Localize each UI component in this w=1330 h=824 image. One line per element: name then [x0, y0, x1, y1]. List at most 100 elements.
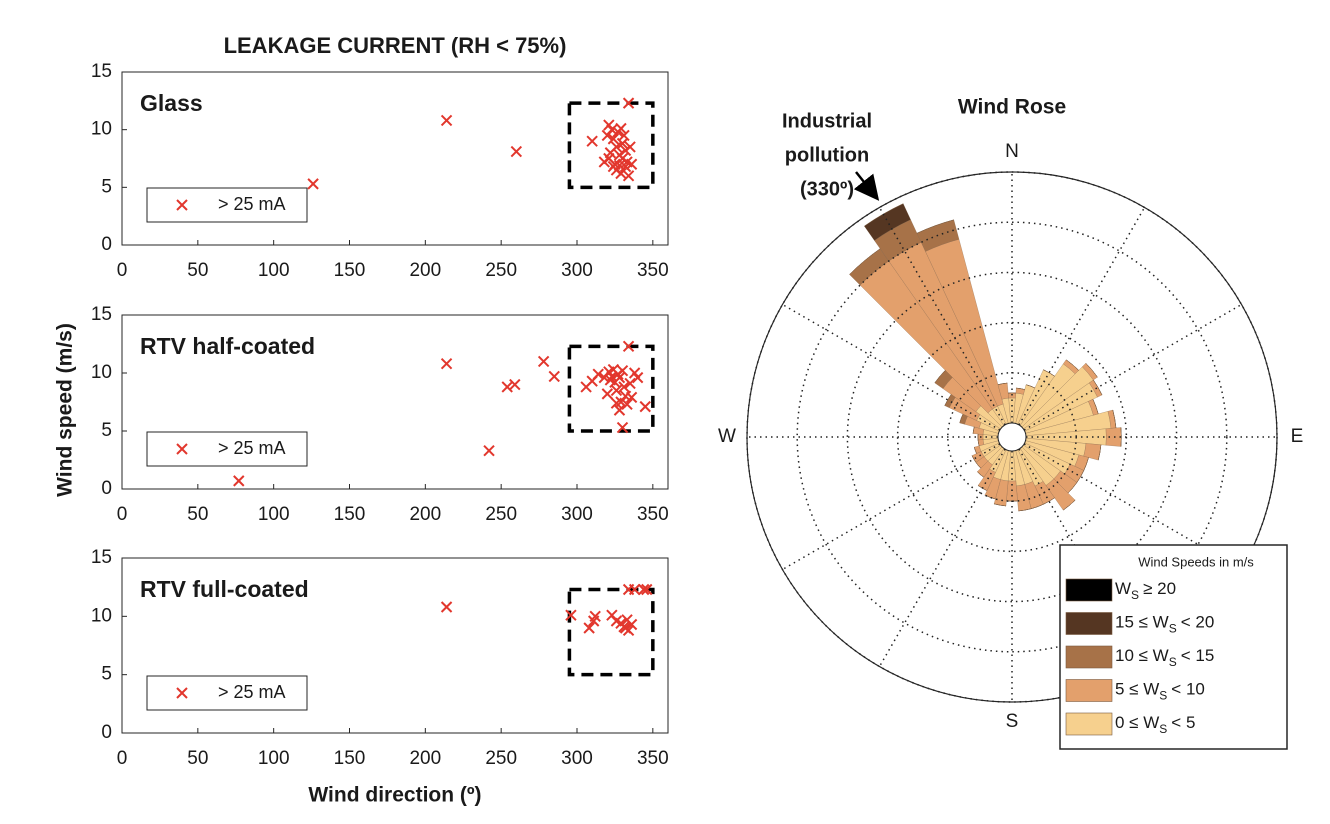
legend-label-main: W	[1115, 579, 1131, 598]
y-tick-label: 10	[91, 605, 112, 626]
legend-marker	[176, 199, 188, 211]
annotation-arrow	[853, 171, 880, 201]
x-tick-label: 50	[187, 504, 208, 525]
data-point	[607, 133, 620, 145]
annotation-text: pollution	[785, 144, 869, 166]
legend-swatch	[1065, 612, 1113, 635]
data-point	[618, 129, 630, 142]
x-tick-label: 350	[637, 748, 669, 769]
angular-grid	[878, 448, 1006, 667]
compass-label: S	[1006, 711, 1019, 732]
rose-segment	[1105, 427, 1122, 447]
legend-swatch	[1065, 712, 1113, 736]
rose-segment	[1098, 444, 1102, 461]
data-point	[610, 397, 623, 409]
rose-segment	[1067, 482, 1078, 494]
data-point	[440, 358, 453, 370]
x-tick-label: 200	[409, 748, 441, 769]
x-tick-label: 150	[334, 260, 366, 281]
legend-label: 15 ≤ WS < 20	[1115, 613, 1214, 636]
compass-label: N	[1005, 141, 1019, 162]
rose-segment	[1065, 359, 1079, 371]
data-point	[307, 178, 319, 190]
y-tick-label: 10	[91, 119, 112, 140]
radial-grid	[796, 221, 1228, 653]
data-point	[615, 122, 627, 135]
rose-segment	[864, 203, 904, 227]
x-tick-label: 250	[485, 504, 517, 525]
rose-segment	[974, 447, 977, 454]
rose-segment	[971, 455, 977, 463]
data-point	[613, 371, 626, 384]
legend-label: 5 ≤ WS < 10	[1115, 680, 1205, 703]
x-tick-label: 350	[637, 260, 669, 281]
legend-marker	[176, 443, 188, 455]
annotation-text: (330º)	[800, 178, 854, 200]
legend-label: > 25 mA	[218, 682, 286, 702]
rose-title: Wind Rose	[958, 96, 1066, 119]
y-tick-label: 15	[91, 304, 112, 325]
legend-label-end: < 10	[1171, 680, 1205, 699]
data-point	[624, 141, 636, 153]
x-tick-label: 150	[334, 748, 366, 769]
x-tick-label: 0	[117, 260, 128, 281]
x-tick-label: 300	[561, 260, 593, 281]
x-tick-label: 250	[485, 260, 517, 281]
x-axis-label: Wind direction (º)	[308, 784, 481, 807]
data-point	[621, 398, 633, 411]
y-tick-label: 0	[101, 722, 112, 743]
data-point	[625, 618, 638, 631]
legend-label-end: < 20	[1181, 613, 1215, 632]
legend-label-end: < 15	[1181, 646, 1215, 665]
rose-segment	[959, 414, 964, 424]
rose-segment	[1093, 379, 1103, 396]
y-tick-label: 5	[101, 176, 112, 197]
data-point	[622, 340, 635, 353]
angular-grid	[1018, 207, 1146, 426]
x-tick-label: 100	[258, 504, 290, 525]
rose-segment	[1112, 409, 1117, 428]
data-point	[641, 583, 653, 596]
data-point	[233, 475, 245, 487]
data-point	[610, 384, 623, 397]
compass-label: E	[1291, 426, 1304, 447]
data-point	[638, 583, 650, 596]
data-point	[537, 355, 550, 368]
data-point	[616, 421, 629, 434]
x-tick-label: 0	[117, 504, 128, 525]
legend-label: > 25 mA	[218, 194, 286, 214]
legend-title: Wind Speeds in m/s	[1138, 554, 1254, 569]
highlight-box	[567, 344, 655, 433]
data-point	[510, 145, 523, 158]
data-point	[624, 377, 636, 390]
y-axis-label: Wind speed (m/s)	[54, 323, 77, 497]
data-point	[601, 388, 614, 400]
subplot-label: RTV full-coated	[140, 576, 309, 602]
data-point	[615, 167, 627, 180]
legend-label: 0 ≤ WS < 5	[1115, 713, 1195, 736]
angular-grid	[1023, 303, 1242, 431]
x-tick-label: 300	[561, 748, 593, 769]
compass-label: W	[718, 426, 736, 447]
rose-outline	[746, 171, 1278, 703]
legend-label-subscript: S	[1169, 655, 1177, 669]
y-tick-label: 10	[91, 362, 112, 383]
figure-title: LEAKAGE CURRENT (RH < 75%)	[224, 33, 567, 58]
rose-segment	[916, 219, 954, 234]
rose-segment	[994, 503, 1006, 507]
subplot-label: Glass	[140, 90, 203, 116]
data-point	[631, 371, 644, 384]
legend-label-main: 10 ≤ W	[1115, 646, 1169, 665]
x-tick-label: 200	[409, 260, 441, 281]
angular-grid	[782, 443, 1001, 571]
y-tick-label: 15	[91, 547, 112, 568]
data-point	[440, 114, 453, 127]
annotation-text: Industrial	[782, 110, 872, 132]
y-tick-label: 0	[101, 478, 112, 499]
legend-label: 10 ≤ WS < 15	[1115, 646, 1214, 669]
legend-label-end: < 5	[1171, 713, 1195, 732]
rose-segment	[1043, 369, 1055, 377]
data-point	[628, 583, 641, 596]
highlight-box	[567, 101, 655, 190]
